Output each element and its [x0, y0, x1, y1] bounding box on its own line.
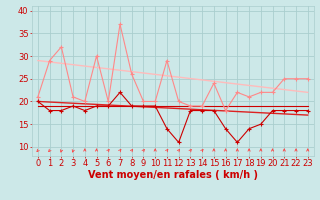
X-axis label: Vent moyen/en rafales ( km/h ): Vent moyen/en rafales ( km/h ) [88, 170, 258, 180]
